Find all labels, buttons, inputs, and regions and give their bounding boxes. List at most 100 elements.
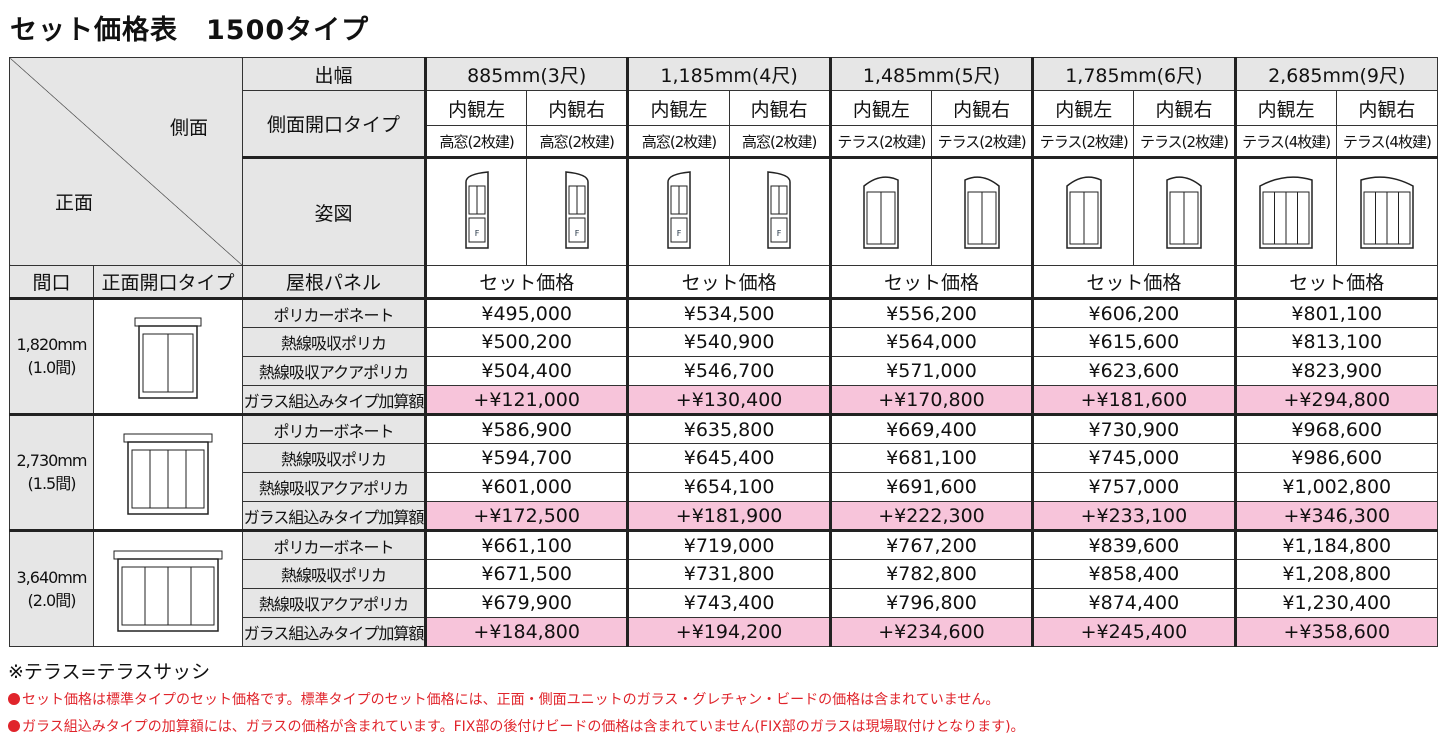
addon-price: +¥181,900	[626, 501, 831, 531]
width-header: 1,485mm(5尺)	[828, 57, 1034, 91]
width-header: 2,685mm(9尺)	[1233, 57, 1438, 91]
note-2: ガラス組込みタイプの加算額には、ガラスの価格が含まれています。FIX部の後付けビ…	[8, 716, 1025, 736]
table-row: 3,640mm (2.0間) ポリカーボネート ¥661,100 ¥719,000 ¥76…	[9, 529, 1438, 647]
set-price: ¥731,800	[626, 559, 831, 589]
addon-price: +¥184,800	[423, 617, 629, 647]
view-left-header: 内観左	[828, 90, 932, 126]
roof-panel-label: 熱線吸収ポリカ	[242, 559, 426, 589]
roof-panel-label: ガラス組込みタイプ加算額	[242, 501, 426, 531]
roof-panel-label: 熱線吸収アクアポリカ	[242, 472, 426, 502]
set-price: ¥1,230,400	[1233, 588, 1438, 618]
set-price: ¥606,200	[1031, 297, 1236, 328]
set-price: ¥1,184,800	[1233, 529, 1438, 560]
projection-label: 出幅	[242, 57, 426, 91]
frontage-cell: 3,640mm (2.0間)	[9, 529, 94, 647]
addon-price: +¥194,200	[626, 617, 831, 647]
set-price: ¥495,000	[423, 297, 629, 328]
set-price: ¥571,000	[828, 356, 1034, 386]
side-type: テラス(2枚建)	[1031, 125, 1135, 158]
table-row: ガラス組込みタイプ加算額 +¥184,800 +¥194,200 +¥234,600 +…	[10, 617, 1438, 647]
set-price: ¥757,000	[1031, 472, 1236, 502]
table-row: 1,820mm (1.0間) ポリカーボネート ¥495,000 ¥534,500 ¥55…	[9, 297, 1438, 415]
side-type: テラス(2枚建)	[930, 125, 1034, 158]
side-type: テラス(2枚建)	[1133, 125, 1236, 158]
set-price: ¥691,600	[828, 472, 1034, 502]
set-price: ¥767,200	[828, 529, 1034, 560]
view-right-header: 内観右	[526, 90, 629, 126]
side-type: テラス(4枚建)	[1335, 125, 1438, 158]
front-figure-icon	[93, 529, 243, 647]
roof-panel-label: ポリカーボネート	[242, 297, 426, 328]
side-figure-left-icon	[828, 156, 932, 266]
set-price: ¥635,800	[626, 413, 831, 444]
set-price: ¥623,600	[1031, 356, 1236, 386]
set-price: ¥874,400	[1031, 588, 1236, 618]
frontage-value: 2,730mm	[16, 451, 88, 470]
side-figure-right-icon	[1133, 156, 1236, 266]
roof-label: 屋根パネル	[242, 265, 426, 299]
side-figure-left-icon	[1233, 156, 1337, 266]
addon-price: +¥346,300	[1233, 501, 1438, 531]
svg-text:F: F	[474, 229, 479, 238]
set-price: ¥782,800	[828, 559, 1034, 589]
set-price: ¥1,002,800	[1233, 472, 1438, 502]
side-type: 高窓(2枚建)	[526, 125, 629, 158]
side-figure-left-icon	[1031, 156, 1135, 266]
side-type: テラス(4枚建)	[1233, 125, 1337, 158]
table-row: ガラス組込みタイプ加算額 +¥121,000 +¥130,400 +¥170,800 +…	[10, 385, 1438, 415]
front-label: 正面	[55, 192, 94, 214]
side-type: 高窓(2枚建)	[423, 125, 528, 158]
side-type: テラス(2枚建)	[828, 125, 932, 158]
table-row: 熱線吸収アクアポリカ ¥504,400 ¥546,700 ¥571,000 ¥623,6…	[10, 356, 1438, 386]
set-price: ¥823,900	[1233, 356, 1438, 386]
bullet-icon	[8, 693, 20, 705]
svg-text:F: F	[777, 229, 782, 238]
set-price: ¥556,200	[828, 297, 1034, 328]
roof-panel-label: ガラス組込みタイプ加算額	[242, 617, 426, 647]
addon-price: +¥121,000	[423, 385, 629, 415]
table-row: 熱線吸収ポリカ ¥500,200 ¥540,900 ¥564,000 ¥615,600 ¥…	[10, 327, 1438, 357]
roof-panel-label: ガラス組込みタイプ加算額	[242, 385, 426, 415]
roof-panel-label: 熱線吸収アクアポリカ	[242, 356, 426, 386]
set-price: ¥586,900	[423, 413, 629, 444]
table-row: 2,730mm (1.5間) ポリカーボネート ¥586,900 ¥635,800 ¥66…	[9, 413, 1438, 531]
frontage-ken: (1.5間)	[27, 474, 77, 493]
figure-label: 姿図	[242, 156, 426, 266]
set-price: ¥661,100	[423, 529, 629, 560]
set-price: ¥679,900	[423, 588, 629, 618]
set-price: ¥601,000	[423, 472, 629, 502]
table-row: 熱線吸収アクアポリカ ¥679,900 ¥743,400 ¥796,800 ¥874,4…	[10, 588, 1438, 618]
bullet-icon	[8, 720, 20, 732]
width-header: 1,785mm(6尺)	[1031, 57, 1236, 91]
svg-text:F: F	[677, 229, 682, 238]
roof-panel-label: ポリカーボネート	[242, 413, 426, 444]
addon-price: +¥170,800	[828, 385, 1034, 415]
set-price: ¥743,400	[626, 588, 831, 618]
page-title: セット価格表 1500タイプ	[10, 15, 370, 46]
set-price-header: セット価格	[626, 265, 831, 299]
set-price: ¥500,200	[423, 327, 629, 357]
side-type: 高窓(2枚建)	[728, 125, 831, 158]
side-figure-right-icon: F	[728, 156, 831, 266]
side-figure-left-icon: F	[626, 156, 730, 266]
set-price: ¥1,208,800	[1233, 559, 1438, 589]
view-left-header: 内観左	[423, 90, 528, 126]
terrace-note: ※テラス=テラスサッシ	[8, 661, 211, 683]
roof-panel-label: 熱線吸収アクアポリカ	[242, 588, 426, 618]
set-price: ¥839,600	[1031, 529, 1236, 560]
side-type-label: 側面開口タイプ	[242, 90, 426, 158]
side-type: 高窓(2枚建)	[626, 125, 730, 158]
front-figure-icon	[93, 297, 243, 415]
set-price: ¥719,000	[626, 529, 831, 560]
set-price: ¥730,900	[1031, 413, 1236, 444]
view-right-header: 内観右	[728, 90, 831, 126]
set-price: ¥615,600	[1031, 327, 1236, 357]
addon-price: +¥172,500	[423, 501, 629, 531]
frontage-cell: 2,730mm (1.5間)	[9, 413, 94, 531]
price-table: 側面 正面 出幅 885mm(3尺) 1,185mm(4尺) 1,485mm(5尺)…	[9, 57, 1438, 647]
set-price: ¥504,400	[423, 356, 629, 386]
view-left-header: 内観左	[1233, 90, 1337, 126]
roof-panel-label: 熱線吸収ポリカ	[242, 443, 426, 473]
roof-panel-label: ポリカーボネート	[242, 529, 426, 560]
side-figure-right-icon: F	[526, 156, 629, 266]
